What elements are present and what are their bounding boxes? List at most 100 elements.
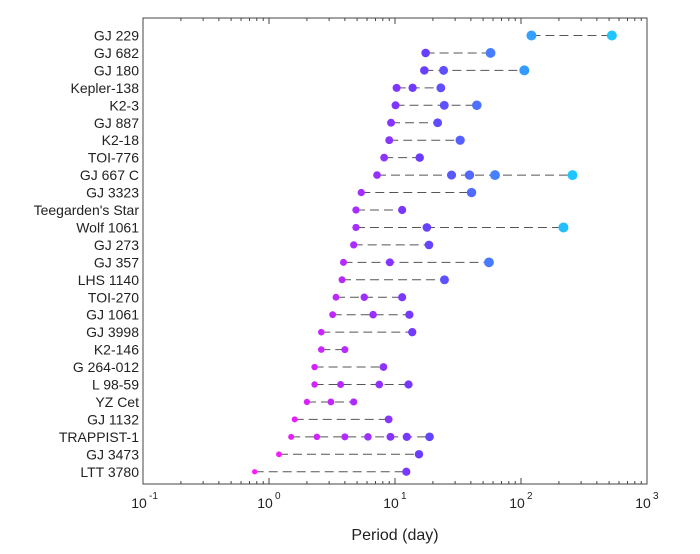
system-label: GJ 357 <box>94 254 139 270</box>
x-tick-label: 10 <box>131 495 147 511</box>
planet-marker <box>357 188 365 197</box>
x-tick-exponent: 2 <box>527 491 533 502</box>
planet-marker <box>311 381 318 388</box>
planet-marker <box>455 135 465 145</box>
x-tick-label: 10 <box>257 495 273 511</box>
x-axis-title: Period (day) <box>351 527 438 544</box>
system-label: LTT 3780 <box>80 464 139 480</box>
planet-marker <box>313 433 321 441</box>
planet-marker <box>341 433 349 441</box>
system-label: K2-3 <box>109 97 139 113</box>
system-label: GJ 682 <box>94 45 139 61</box>
planet-marker <box>379 363 388 371</box>
connector-lines <box>254 35 612 473</box>
system-label: L 98-59 <box>92 377 139 393</box>
planet-marker <box>402 432 411 441</box>
system-label: Wolf 1061 <box>76 219 139 235</box>
system-label: YZ Cet <box>95 394 139 410</box>
planet-marker <box>375 380 384 389</box>
planet-marker <box>303 398 311 406</box>
planet-marker <box>398 205 407 215</box>
planet-marker <box>408 327 417 337</box>
planet-marker <box>385 258 394 267</box>
x-tick-exponent: 0 <box>275 491 281 502</box>
planet-points <box>252 30 617 476</box>
planet-marker <box>385 136 394 145</box>
system-label: TRAPPIST-1 <box>59 429 139 445</box>
system-label: GJ 1132 <box>87 411 139 427</box>
system-label: GJ 229 <box>94 28 139 44</box>
planet-marker <box>311 363 318 371</box>
planet-marker <box>446 170 457 180</box>
planet-marker <box>484 257 494 268</box>
planet-marker <box>526 30 537 41</box>
planet-marker <box>373 171 381 179</box>
x-tick-label: 10 <box>509 495 525 511</box>
planet-marker <box>391 101 400 110</box>
planet-marker <box>369 310 377 319</box>
system-label: GJ 887 <box>94 115 139 131</box>
system-label: TOI-270 <box>88 289 139 305</box>
system-label: GJ 3473 <box>86 446 139 462</box>
planet-marker <box>558 222 569 233</box>
x-tick-exponent: 1 <box>401 491 407 502</box>
planet-marker <box>337 381 345 388</box>
planet-marker <box>332 293 340 301</box>
planet-marker <box>252 469 258 475</box>
planet-marker <box>466 187 477 198</box>
planet-marker <box>402 467 411 476</box>
system-label: TOI-776 <box>88 150 139 166</box>
planet-marker <box>424 240 434 250</box>
planet-marker <box>276 451 282 458</box>
planet-marker <box>464 170 475 180</box>
x-tick-exponent: 3 <box>653 491 659 502</box>
planet-marker <box>436 83 446 93</box>
planet-marker <box>490 170 500 181</box>
planet-marker <box>350 241 358 249</box>
planet-marker <box>440 275 449 285</box>
planet-marker <box>420 66 429 75</box>
planet-marker <box>425 432 434 442</box>
system-label: GJ 1061 <box>86 307 139 323</box>
planet-marker <box>338 276 346 284</box>
planet-marker <box>384 415 393 424</box>
planet-marker <box>421 48 430 58</box>
planet-marker <box>485 48 496 58</box>
system-label: GJ 180 <box>94 62 139 78</box>
planet-marker <box>439 100 449 110</box>
x-tick-label: 10 <box>383 495 399 511</box>
planet-marker <box>392 83 401 92</box>
system-label: GJ 3323 <box>86 185 139 201</box>
planet-marker <box>329 311 337 319</box>
system-label: G 264-012 <box>73 359 139 375</box>
planet-marker <box>415 153 424 162</box>
system-label: LHS 1140 <box>78 272 139 288</box>
x-axis-ticks: 10 -1 10 0 10 1 10 2 10 3 <box>131 18 659 511</box>
planet-marker <box>414 450 424 459</box>
planet-marker <box>439 65 449 75</box>
planet-marker <box>472 100 482 111</box>
planet-marker <box>317 346 325 353</box>
x-tick-exponent: -1 <box>149 491 158 502</box>
planet-marker <box>364 433 372 441</box>
system-label: GJ 667 C <box>80 167 139 183</box>
planet-marker <box>606 30 617 41</box>
system-label: GJ 3998 <box>86 324 139 340</box>
planet-marker <box>408 83 417 93</box>
planet-marker <box>350 398 358 406</box>
system-label: Kepler-138 <box>71 80 140 96</box>
planet-marker <box>339 258 347 266</box>
planet-marker <box>288 433 295 440</box>
planet-marker <box>404 380 413 389</box>
system-label: K2-146 <box>94 342 139 358</box>
planet-marker <box>317 328 325 336</box>
planet-marker <box>519 65 530 76</box>
planet-marker <box>405 310 414 319</box>
planet-marker <box>567 170 578 181</box>
planet-marker <box>327 398 335 406</box>
system-label: K2-18 <box>102 132 140 148</box>
planet-marker <box>352 206 360 214</box>
planet-marker <box>386 432 395 441</box>
system-label: GJ 273 <box>94 237 139 253</box>
